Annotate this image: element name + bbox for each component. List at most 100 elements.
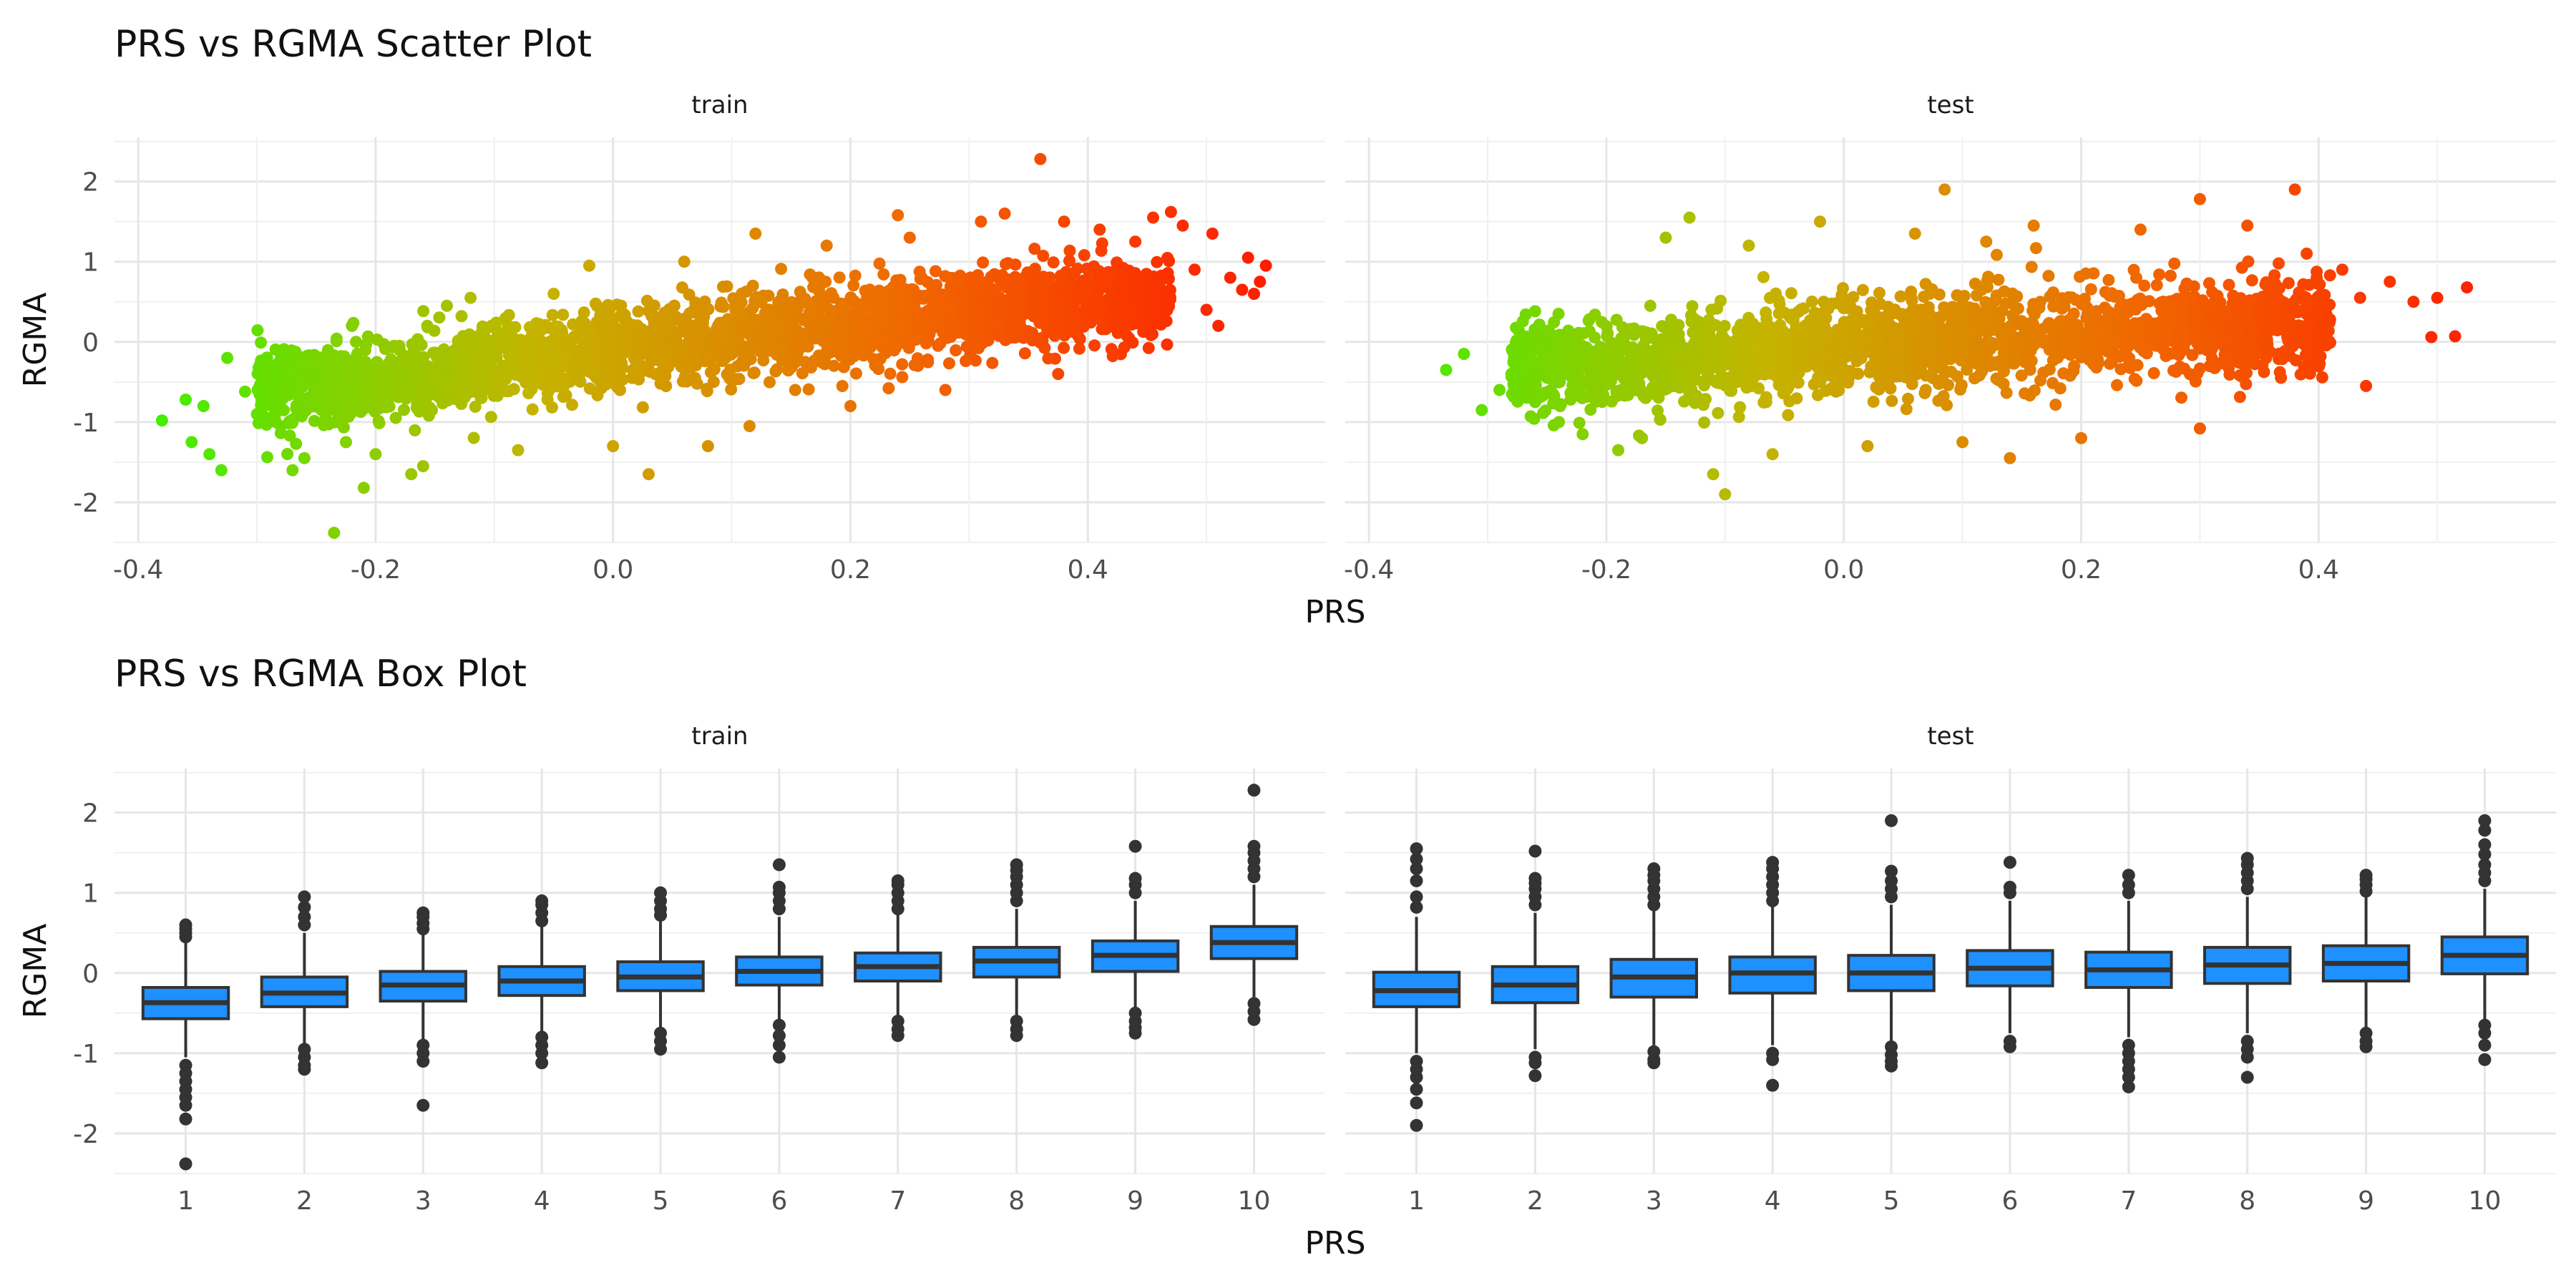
data-point [2323, 269, 2336, 282]
data-point [2193, 192, 2206, 205]
data-point [469, 400, 482, 413]
data-point [499, 373, 512, 386]
data-point [744, 314, 757, 327]
data-point [567, 361, 580, 374]
data-point [1612, 444, 1624, 457]
data-point [2054, 316, 2067, 328]
data-point [342, 410, 355, 423]
data-point [796, 339, 809, 352]
data-point [1762, 328, 1774, 340]
data-point [2093, 338, 2106, 351]
data-point [512, 444, 525, 457]
data-point [1042, 326, 1055, 338]
data-point [2240, 378, 2253, 391]
data-point [1047, 256, 1060, 269]
data-point [496, 341, 509, 353]
data-point [654, 377, 667, 390]
data-point [155, 414, 168, 427]
data-point [2313, 360, 2326, 373]
data-point [357, 482, 370, 494]
data-point [1837, 282, 1849, 295]
data-point [960, 301, 973, 314]
data-point [771, 346, 784, 359]
data-point [1840, 351, 1853, 363]
data-point [477, 330, 490, 343]
data-point [1692, 347, 1704, 360]
data-point [1689, 396, 1702, 409]
data-point [743, 420, 756, 432]
data-point [1164, 205, 1177, 218]
data-point [2228, 346, 2240, 358]
data-point [939, 384, 952, 396]
data-point [2288, 183, 2301, 196]
data-point [689, 346, 702, 359]
y-tick-label: -2 [73, 1120, 99, 1149]
data-point [2091, 356, 2104, 369]
data-point [411, 370, 424, 383]
data-point [882, 382, 895, 395]
data-point [1151, 255, 1163, 268]
data-point [2075, 431, 2087, 444]
data-point [1075, 293, 1087, 306]
data-point [490, 316, 503, 329]
data-point [255, 336, 268, 349]
data-point [1846, 313, 1859, 326]
data-point [1698, 416, 1711, 429]
data-point [2106, 326, 2119, 339]
data-point [1970, 289, 1983, 302]
data-point [541, 387, 554, 400]
data-point [2006, 352, 2019, 365]
data-point [1705, 333, 1718, 346]
data-point [2311, 265, 2323, 278]
x-tick-label: -0.4 [113, 555, 163, 585]
data-point [1176, 219, 1189, 232]
data-point [509, 321, 522, 333]
data-point [308, 414, 321, 427]
data-point [1037, 250, 1050, 262]
data-point [1825, 382, 1838, 395]
data-point [2297, 290, 2310, 303]
data-point [1799, 319, 1812, 332]
data-point [1885, 394, 1898, 407]
data-point [180, 394, 192, 406]
x-tick-label: 4 [534, 1186, 550, 1216]
data-point [1122, 332, 1135, 345]
data-point [2301, 248, 2313, 260]
data-point [1118, 341, 1131, 354]
data-point [429, 384, 441, 397]
data-point [728, 300, 741, 313]
data-point [727, 338, 740, 351]
data-point [2042, 270, 2055, 283]
data-point [2315, 319, 2328, 332]
data-point [1919, 278, 1932, 291]
data-point [1981, 335, 1994, 348]
data-point [1894, 290, 1907, 303]
data-point [2260, 346, 2273, 358]
data-point [1063, 318, 1075, 331]
data-point [960, 355, 972, 367]
data-point [455, 310, 468, 323]
data-point [1600, 376, 1613, 389]
data-point [1670, 369, 1683, 381]
data-point [1986, 321, 1999, 333]
data-point [1699, 361, 1712, 374]
data-point [2083, 308, 2096, 320]
data-point [1006, 286, 1019, 299]
data-point [947, 323, 960, 335]
data-point [1034, 152, 1047, 165]
data-point [364, 369, 376, 381]
data-point [1061, 307, 1074, 320]
data-point [1719, 488, 1732, 501]
data-point [393, 339, 406, 352]
data-point [539, 364, 552, 377]
data-point [2173, 298, 2186, 311]
data-point [1878, 317, 1890, 330]
data-point [1745, 379, 1758, 392]
data-point [2134, 223, 2147, 236]
data-point [2311, 291, 2324, 304]
data-point [1014, 320, 1027, 333]
data-point [708, 363, 721, 376]
data-point [1929, 348, 1942, 361]
data-point [286, 464, 299, 477]
y-tick-label: 1 [82, 879, 99, 909]
